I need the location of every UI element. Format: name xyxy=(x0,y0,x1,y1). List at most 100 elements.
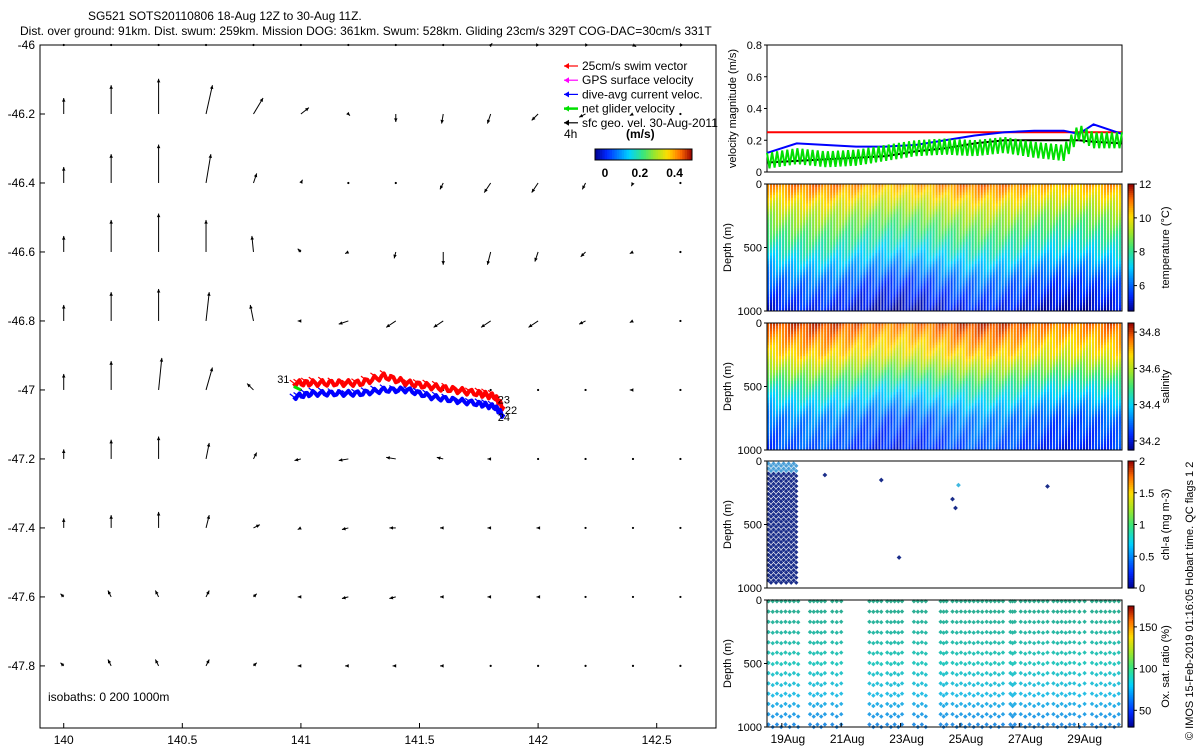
temperature-cell xyxy=(770,236,773,240)
temperature-cell xyxy=(788,258,791,262)
temperature-cell xyxy=(794,184,797,188)
temperature-cell xyxy=(1049,217,1052,221)
temperature-cell xyxy=(896,250,899,254)
temperature-cell xyxy=(914,241,917,246)
temperature-cell xyxy=(941,272,944,276)
temperature-cell xyxy=(845,308,848,312)
temperature-cell xyxy=(896,217,899,221)
temperature-cell xyxy=(983,275,986,279)
temperature-cell xyxy=(998,280,1001,284)
temperature-cell xyxy=(863,266,866,270)
temperature-cell xyxy=(941,297,944,301)
temperature-cell xyxy=(959,253,962,257)
swim-track-vector xyxy=(332,381,337,386)
temperature-cell xyxy=(860,195,863,199)
temperature-cell xyxy=(962,308,965,312)
temperature-cell xyxy=(1034,297,1037,301)
temperature-cell xyxy=(833,266,836,270)
temperature-cell xyxy=(800,222,803,226)
geo-vector-head xyxy=(534,257,538,262)
temperature-cell xyxy=(1022,236,1025,240)
temperature-cell xyxy=(860,208,863,212)
geo-vector-head xyxy=(341,526,346,531)
temperature-cell xyxy=(818,308,821,312)
temperature-cell xyxy=(779,275,782,279)
temperature-cell xyxy=(896,299,899,304)
temperature-cell xyxy=(998,250,1001,254)
temperature-cell xyxy=(860,253,863,257)
temperature-cell xyxy=(833,291,836,295)
temperature-cell xyxy=(767,195,770,199)
temperature-cell xyxy=(821,230,824,234)
temperature-cell xyxy=(989,288,992,292)
temperature-cell xyxy=(1028,255,1031,259)
temperature-cell xyxy=(776,225,779,229)
temperature-cell xyxy=(839,219,842,223)
temperature-cell xyxy=(830,211,833,215)
geo-vector xyxy=(204,43,208,47)
temperature-cell xyxy=(968,186,971,190)
temperature-cell xyxy=(1019,230,1022,234)
temperature-cell xyxy=(1043,208,1046,212)
temperature-cell xyxy=(1007,189,1010,193)
temperature-cell xyxy=(1031,283,1034,287)
temperature-cell xyxy=(941,208,944,212)
temperature-cell xyxy=(851,299,854,304)
temperature-cell xyxy=(851,258,854,262)
geo-vector-head xyxy=(109,85,113,89)
temperature-cell xyxy=(947,275,950,279)
temperature-cell xyxy=(923,186,926,190)
temperature-cell xyxy=(800,214,803,218)
temperature-cell xyxy=(974,302,977,306)
temperature-cell xyxy=(785,244,788,248)
temperature-cell xyxy=(1004,236,1007,240)
temperature-cell xyxy=(767,266,770,270)
temperature-cell xyxy=(1034,288,1037,292)
temperature-cell xyxy=(1010,222,1013,226)
temperature-cell xyxy=(1013,228,1016,232)
temperature-cell xyxy=(809,241,812,246)
temperature-cell xyxy=(938,197,941,201)
temperature-cell xyxy=(920,264,923,268)
temperature-cell xyxy=(791,222,794,226)
temperature-cell xyxy=(899,241,902,246)
temperature-cell xyxy=(998,200,1001,204)
temperature-cell xyxy=(995,294,998,298)
temperature-cell xyxy=(809,305,812,309)
temperature-cell xyxy=(827,299,830,304)
swim-track-vector xyxy=(427,386,432,390)
temperature-cell xyxy=(851,277,854,281)
temperature-cell xyxy=(1052,217,1055,221)
temperature-cell xyxy=(839,206,842,210)
temperature-cell xyxy=(905,286,908,290)
temperature-cell xyxy=(824,272,827,276)
temperature-cell xyxy=(854,264,857,268)
temperature-cell xyxy=(797,222,800,226)
temperature-cell xyxy=(860,264,863,268)
temperature-cell xyxy=(962,214,965,218)
temperature-cell xyxy=(977,225,980,229)
temperature-cell xyxy=(1046,244,1049,248)
temperature-cell xyxy=(995,217,998,221)
temperature-cell xyxy=(962,255,965,259)
temperature-cell xyxy=(1043,308,1046,312)
swim-track-vector xyxy=(300,377,306,382)
temperature-cell xyxy=(965,208,968,212)
temperature-cell xyxy=(1052,283,1055,287)
temperature-cell xyxy=(815,291,818,295)
temperature-cell xyxy=(824,302,827,306)
dac-track-vector xyxy=(408,388,413,393)
temperature-cell xyxy=(1031,219,1034,223)
temperature-cell xyxy=(884,200,887,204)
temperature-cell xyxy=(959,302,962,306)
temperature-cell xyxy=(893,305,896,309)
temperature-cell xyxy=(953,219,956,223)
temperature-cell xyxy=(857,225,860,229)
temperature-cell xyxy=(842,219,845,223)
temperature-cell xyxy=(794,195,797,199)
temperature-cell xyxy=(767,189,770,193)
temperature-cell xyxy=(848,208,851,212)
temperature-cell xyxy=(839,184,842,188)
temperature-cell xyxy=(992,302,995,306)
temperature-cell xyxy=(986,233,989,237)
